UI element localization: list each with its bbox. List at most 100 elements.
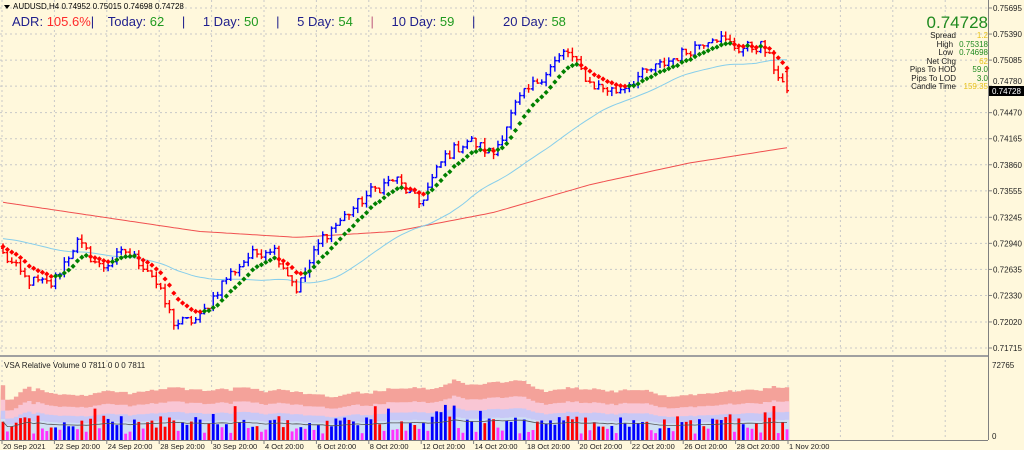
ohlc-bar — [614, 86, 619, 94]
volume-bar — [684, 421, 688, 440]
ohlc-bar — [500, 135, 505, 147]
fast-ma-dot — [223, 293, 229, 299]
fast-ma-dot — [561, 69, 567, 75]
ohlc-bar — [539, 79, 544, 85]
volume-bar — [641, 421, 644, 440]
x-tick-label: 20 Sep 2021 — [3, 442, 46, 450]
ohlc-bar — [706, 41, 711, 48]
fast-ma-dot — [429, 187, 435, 193]
today-label: Today: — [107, 14, 147, 29]
ohlc-bar — [373, 185, 378, 192]
ohlc-bar — [609, 86, 614, 97]
fast-ma-dot — [600, 76, 606, 82]
x-tick-label: 20 Oct 20:00 — [579, 442, 622, 450]
y-tick-label: 0.75390 — [993, 30, 1022, 39]
volume-bar — [330, 426, 333, 440]
ohlc-bar — [49, 278, 54, 289]
fast-ma-dot — [131, 253, 137, 259]
fast-ma-dot — [701, 49, 707, 56]
volume-bar — [461, 432, 465, 440]
volume-bar — [452, 405, 456, 440]
volume-bar — [224, 424, 228, 440]
fast-ma-dot — [70, 263, 76, 269]
fast-ma-dot — [688, 56, 694, 63]
fast-ma-dot — [328, 245, 335, 251]
ohlc-bar — [189, 315, 194, 326]
fast-ma-dot — [13, 251, 19, 257]
volume-bar — [198, 419, 202, 440]
separator: | — [276, 14, 280, 29]
y-tick-label: 0.72940 — [993, 239, 1022, 248]
volume-bar — [395, 429, 399, 440]
volume-bar — [246, 428, 250, 440]
info-label: Pips To HOD — [909, 65, 956, 74]
fast-ma-dot — [245, 272, 251, 278]
fast-ma-dot — [696, 51, 703, 57]
fast-ma-dot — [215, 302, 221, 308]
collapse-triangle-icon[interactable] — [4, 4, 10, 9]
volume-bar — [71, 426, 75, 440]
fast-ma-dot — [731, 41, 738, 47]
ohlc-bar — [220, 280, 224, 300]
volume-bar — [746, 427, 749, 440]
fast-ma-dot — [473, 148, 479, 155]
ohlc-bar — [71, 249, 76, 260]
volume-bar — [623, 423, 627, 440]
fast-ma-dot — [149, 262, 155, 268]
volume-bar — [724, 417, 728, 440]
ohlc-bar — [447, 150, 452, 160]
ohlc-bar — [596, 80, 601, 90]
volume-bar — [106, 418, 110, 440]
ohlc-bar — [316, 239, 321, 255]
ohlc-bar — [452, 142, 457, 160]
y-tick-label: 0.72635 — [993, 265, 1022, 274]
ohlc-bar — [9, 257, 14, 264]
fast-ma-dot — [289, 264, 295, 271]
fast-ma-dot — [390, 189, 396, 195]
ohlc-bar — [364, 190, 369, 208]
ohlc-bar — [325, 233, 330, 243]
volume-bar — [128, 431, 132, 440]
ohlc-bar — [338, 218, 343, 227]
volume-bar — [159, 416, 163, 440]
day1-value: 50 — [244, 14, 259, 29]
ohlc-bar — [714, 39, 719, 43]
volume-bar — [614, 433, 618, 440]
fast-ma-dot — [114, 257, 120, 263]
volume-bar — [754, 423, 758, 440]
fast-ma-dot — [762, 44, 768, 51]
ohlc-bar — [517, 92, 522, 105]
volume-bar — [19, 418, 22, 440]
volume-bar — [141, 428, 145, 440]
fast-ma-dot — [692, 53, 698, 60]
volume-bar — [404, 430, 408, 440]
volume-bar — [119, 416, 123, 440]
fast-ma-dot — [197, 309, 203, 315]
volume-bar — [483, 423, 487, 440]
x-tick-label: 26 Oct 20:00 — [684, 442, 727, 450]
info-row: Spread 1.2 — [910, 31, 988, 41]
fast-ma-dot — [398, 184, 405, 191]
volume-bar — [540, 420, 544, 440]
volume-axis-max: 72765 — [992, 361, 1015, 370]
volume-bar — [172, 420, 176, 440]
fast-ma-dot — [118, 255, 124, 261]
volume-bar — [500, 430, 504, 440]
ohlc-bar — [469, 136, 474, 143]
info-row: Pips To HOD 59.0 — [909, 65, 988, 75]
fast-ma-dot — [508, 134, 514, 141]
ohlc-bar — [154, 271, 159, 289]
fast-ma-dot — [333, 240, 339, 247]
fast-ma-dot — [648, 74, 654, 80]
ohlc-bar — [360, 196, 365, 207]
volume-bar — [273, 419, 276, 440]
volume-bar — [549, 420, 552, 440]
ohlc-bar — [587, 76, 592, 84]
fast-ma-dot — [661, 67, 667, 74]
ohlc-bar — [351, 206, 356, 218]
fast-ma-dot — [193, 308, 199, 314]
volume-bar — [750, 428, 754, 440]
panel-separator[interactable] — [0, 355, 988, 357]
